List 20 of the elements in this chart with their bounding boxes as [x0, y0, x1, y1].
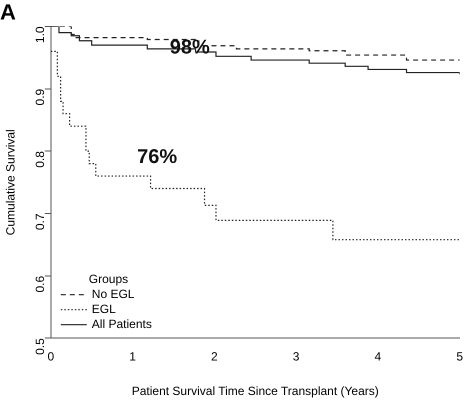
x-tick-label: 5 [456, 350, 464, 364]
y-tick-label: 0.5 [33, 338, 48, 355]
chart-title: A [0, 0, 16, 24]
y-tick-label: 0.9 [33, 88, 48, 106]
x-tick-label: 1 [129, 350, 136, 364]
x-tick-label: 0 [47, 350, 54, 364]
legend-label: EGL [92, 302, 116, 316]
y-tick-label: 0.6 [33, 276, 48, 293]
y-axis-title: Cumulative Survival [4, 129, 18, 236]
x-axis-title: Patient Survival Time Since Transplant (Years) [132, 384, 379, 398]
annotation: 76% [137, 146, 178, 168]
legend-label: All Patients [92, 317, 152, 332]
x-tick-label: 4 [374, 350, 382, 364]
legend-title: Groups [88, 272, 128, 286]
legend-label: No EGL [92, 287, 135, 302]
x-tick-label: 2 [211, 350, 218, 364]
y-tick-label: 0.8 [33, 150, 48, 168]
x-tick-label: 3 [292, 350, 300, 364]
y-tick-label: 0.7 [33, 213, 48, 230]
y-tick-label: 1.0 [33, 26, 48, 44]
